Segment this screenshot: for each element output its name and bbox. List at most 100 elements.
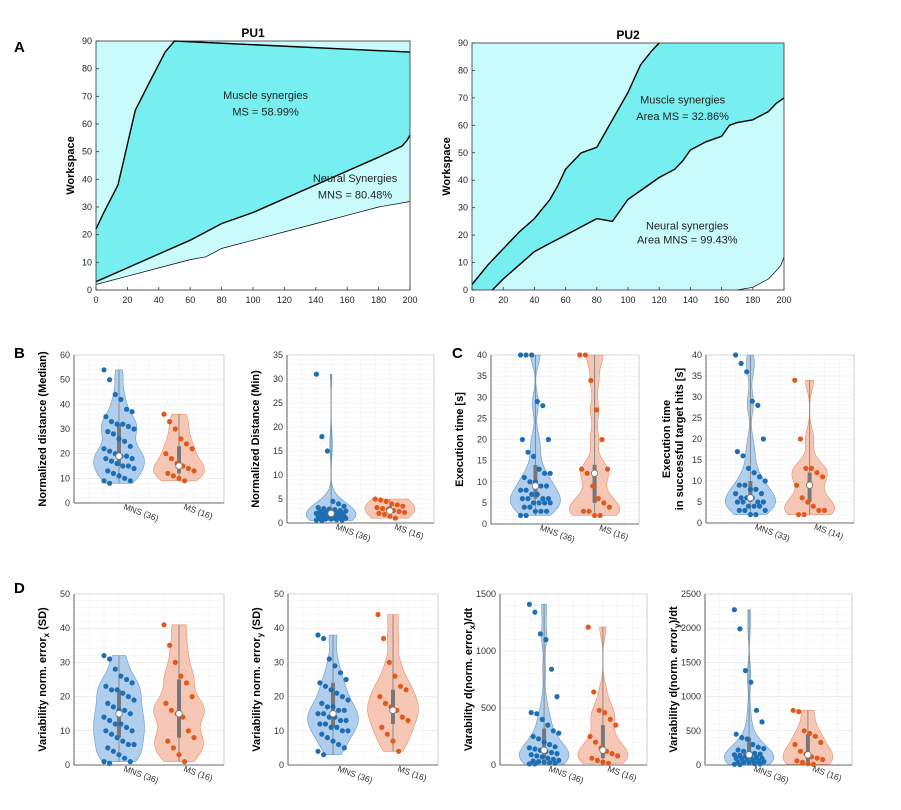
data-point <box>532 609 538 615</box>
data-point <box>322 721 329 727</box>
y-tick-label: 60 <box>60 350 70 360</box>
data-point <box>530 733 536 740</box>
y-tick-label: 10 <box>82 257 92 267</box>
x-tick-label: 120 <box>652 295 667 305</box>
y-tick-label: 10 <box>477 477 487 487</box>
data-point <box>737 762 743 768</box>
y-tick-label: 70 <box>82 91 92 101</box>
y-tick-label: 20 <box>60 692 70 702</box>
x-tick-label: 200 <box>776 295 791 305</box>
y-tick-label: 0 <box>491 760 496 770</box>
data-point <box>736 482 742 488</box>
data-point <box>821 507 828 513</box>
y-tick-label: 60 <box>458 120 468 130</box>
data-point <box>129 680 135 686</box>
y-tick-label: 20 <box>477 435 487 445</box>
data-point <box>527 504 533 510</box>
data-point <box>820 474 826 480</box>
y-tick-label: 30 <box>477 392 487 402</box>
x-tick-label: MS (16) <box>811 763 843 783</box>
annotation: Neural synergies <box>646 221 729 233</box>
data-point <box>114 735 120 741</box>
data-point <box>741 748 747 754</box>
x-tick-label: MNS (36) <box>334 521 372 543</box>
data-point <box>324 735 330 741</box>
x-tick-label: 20 <box>498 295 508 305</box>
y-axis-label-main: Workspace <box>65 136 77 195</box>
data-point <box>734 449 741 455</box>
data-point <box>120 690 126 696</box>
data-point <box>742 507 748 513</box>
data-point <box>810 761 817 767</box>
y-axis-label: Workspace <box>65 136 77 195</box>
data-point <box>379 724 385 731</box>
data-point <box>131 465 137 472</box>
data-point <box>749 398 755 404</box>
data-point <box>757 474 763 480</box>
data-point <box>394 502 400 508</box>
y-tick-label: 10 <box>692 476 702 486</box>
data-point <box>738 360 744 366</box>
data-point <box>751 503 757 509</box>
data-point <box>125 463 131 469</box>
data-point <box>588 377 594 383</box>
y-tick-label: 35 <box>273 350 283 360</box>
y-tick-label: 2500 <box>681 589 701 599</box>
data-point <box>587 733 593 740</box>
data-point <box>336 741 342 748</box>
data-point <box>545 496 552 502</box>
x-tick-label: MNS (36) <box>336 763 374 785</box>
data-point <box>178 673 184 679</box>
data-point <box>790 707 796 713</box>
data-point <box>107 656 113 662</box>
y-tick-label: 10 <box>274 726 284 736</box>
data-point <box>744 736 750 742</box>
data-point <box>810 503 816 509</box>
data-point <box>755 402 761 408</box>
violin-chart-c2: 0 5 10 15 20 25 30 35 40 MNS (33) MS (14) Execution… <box>661 350 855 543</box>
median-marker <box>115 710 123 718</box>
y-tick-label: 60 <box>82 119 92 129</box>
data-point <box>812 733 818 739</box>
data-point <box>534 753 540 759</box>
data-point <box>108 419 115 425</box>
data-point <box>556 757 562 764</box>
data-point <box>163 451 169 457</box>
data-point <box>799 759 806 765</box>
iqr-box <box>805 734 810 762</box>
data-point <box>168 456 175 462</box>
x-tick-label: 140 <box>683 295 698 305</box>
data-point <box>387 513 393 519</box>
y-tick-label: 1000 <box>476 646 496 656</box>
data-point <box>579 466 585 472</box>
data-point <box>379 506 386 512</box>
y-tick-label: 40 <box>60 399 70 409</box>
y-tick-label: 50 <box>458 148 468 158</box>
data-point <box>545 436 552 443</box>
dark-region <box>96 41 410 282</box>
data-point <box>123 724 130 731</box>
data-point <box>161 622 167 628</box>
data-point <box>548 666 555 672</box>
data-point <box>733 352 739 358</box>
data-point <box>550 756 556 762</box>
y-tick-label: 0 <box>278 518 283 528</box>
data-point <box>168 707 175 713</box>
y-tick-label: 15 <box>692 455 702 465</box>
y-axis-label: Execution time [s] <box>454 392 466 487</box>
iqr-box <box>177 446 181 474</box>
data-point <box>733 491 739 497</box>
y-axis-label: Execution time <box>661 400 673 478</box>
x-tick-label: 80 <box>217 295 227 305</box>
data-point <box>110 704 116 710</box>
data-point <box>543 508 550 514</box>
data-point <box>540 496 546 502</box>
data-point <box>584 470 590 476</box>
data-point <box>319 434 325 440</box>
x-tick-label: MNS (36) <box>122 763 160 785</box>
y-tick-label: 5 <box>482 498 487 508</box>
x-tick-label: 160 <box>714 295 729 305</box>
data-point <box>392 673 398 679</box>
y-tick-label: 70 <box>458 93 468 103</box>
data-point <box>103 683 109 689</box>
